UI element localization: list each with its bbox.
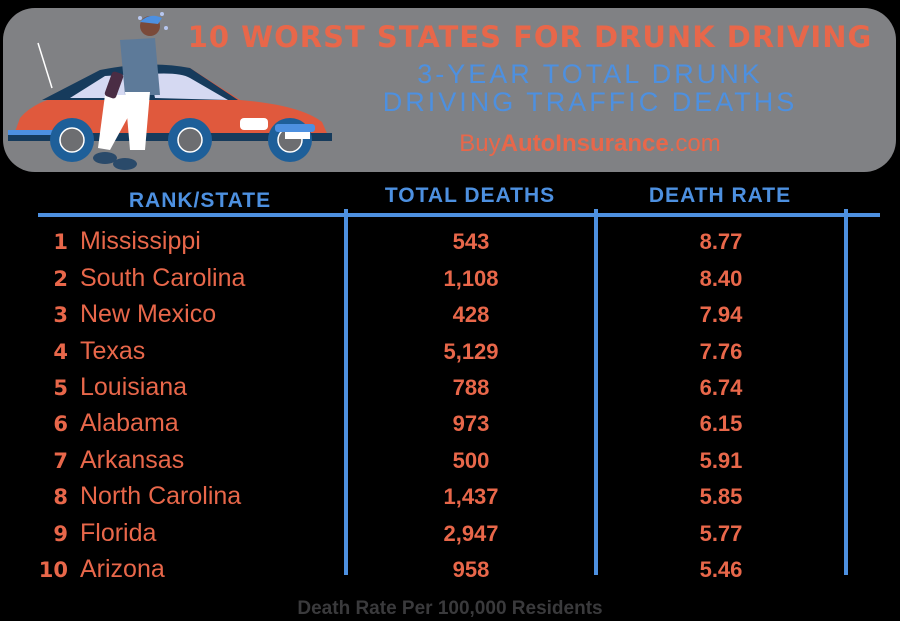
table-row: 3 New Mexico 428 7.94: [0, 299, 900, 335]
column-divider-1: [344, 209, 348, 575]
state-name: Louisiana: [80, 373, 188, 401]
death-rate: 6.15: [699, 411, 743, 436]
rank: 9: [53, 521, 68, 546]
site-bold: AutoInsurance: [500, 130, 669, 157]
total-deaths: 1,108: [443, 265, 499, 291]
state-name: South Carolina: [80, 263, 246, 292]
death-rate: 5.91: [699, 447, 743, 473]
state-name: Alabama: [80, 409, 179, 437]
drunk-driver-car-illustration: [8, 12, 332, 170]
total-deaths: 973: [452, 411, 490, 436]
death-rate: 7.76: [699, 338, 743, 364]
death-rate: 5.85: [699, 484, 743, 509]
total-deaths: 500: [452, 447, 490, 473]
table-row: 1 Mississippi 543 8.77: [0, 226, 900, 262]
rank: 1: [53, 230, 68, 254]
total-deaths: 2,947: [443, 520, 499, 546]
table-row: 10 Arizona 958 5.46: [0, 554, 900, 590]
death-rate: 6.74: [699, 375, 743, 400]
state-name: Arkansas: [80, 445, 185, 474]
rank: 2: [53, 266, 68, 291]
table-row: 5 Louisiana 788 6.74: [0, 372, 900, 408]
state-name: New Mexico: [80, 300, 217, 328]
chart-subtitle-line1: 3-YEAR TOTAL DRUNK: [417, 59, 763, 89]
rank: 8: [53, 485, 68, 509]
table-row: 9 Florida 2,947 5.77: [0, 518, 900, 554]
site-brand: BuyAutoInsurance.com: [330, 130, 850, 158]
site-prefix: Buy: [459, 130, 501, 157]
column-divider-2: [594, 209, 598, 575]
state-name: Arizona: [80, 555, 165, 583]
column-header-rank-state: RANK/STATE: [128, 189, 272, 212]
state-name: North Carolina: [80, 482, 242, 510]
total-deaths: 543: [452, 229, 490, 254]
death-rate: 7.94: [699, 302, 743, 327]
table-row: 6 Alabama 973 6.15: [0, 408, 900, 444]
total-deaths: 5,129: [443, 338, 499, 364]
total-deaths: 958: [452, 557, 490, 582]
table-row: 7 Arkansas 500 5.91: [0, 445, 900, 481]
state-name: Texas: [80, 336, 146, 365]
column-header-death-rate: DEATH RATE: [648, 184, 792, 207]
death-rate: 5.77: [699, 520, 743, 546]
death-rate: 8.40: [699, 265, 743, 291]
chart-title: 10 WORST STATES FOR DRUNK DRIVING: [187, 20, 873, 54]
rank: 4: [53, 339, 68, 364]
state-name: Florida: [80, 518, 157, 547]
column-header-total-deaths: TOTAL DEATHS: [384, 184, 556, 207]
table-row: 2 South Carolina 1,108 8.40: [0, 263, 900, 299]
rank: 5: [53, 376, 68, 400]
rank: 7: [53, 448, 68, 473]
total-deaths: 788: [452, 375, 490, 400]
total-deaths: 428: [452, 302, 490, 327]
death-rate: 8.77: [699, 229, 743, 254]
state-name: Mississippi: [80, 227, 201, 255]
site-suffix: .com: [668, 130, 721, 157]
death-rate: 5.46: [699, 557, 743, 582]
header-divider: [38, 213, 880, 217]
rank: 10: [38, 558, 68, 582]
table-row: 4 Texas 5,129 7.76: [0, 336, 900, 372]
rank: 6: [53, 412, 68, 436]
footnote: Death Rate Per 100,000 Residents: [297, 598, 603, 619]
chart-subtitle-line2: DRIVING TRAFFIC DEATHS: [382, 87, 798, 117]
table-row: 8 North Carolina 1,437 5.85: [0, 481, 900, 517]
total-deaths: 1,437: [443, 484, 499, 509]
rank: 3: [53, 303, 68, 327]
column-divider-3: [844, 209, 848, 575]
